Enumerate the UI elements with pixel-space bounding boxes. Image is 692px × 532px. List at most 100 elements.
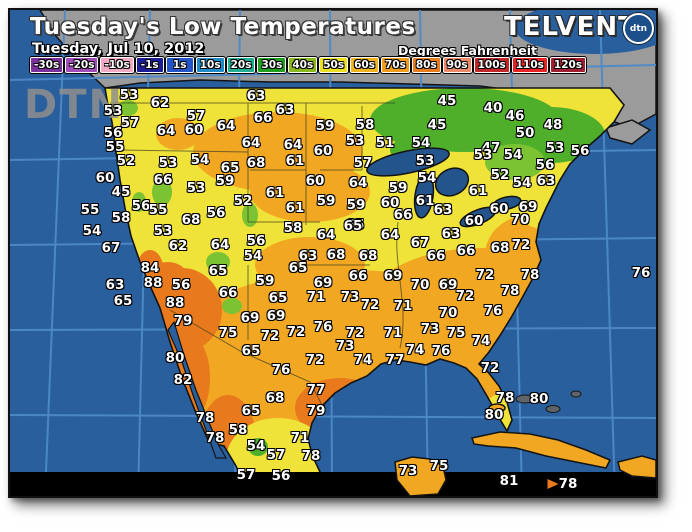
temp-label: 62 — [150, 95, 170, 111]
temp-label: 59 — [315, 118, 335, 134]
temp-label: 61 — [415, 193, 435, 209]
temp-label: 78 — [301, 448, 321, 464]
temp-label: 77 — [385, 352, 405, 368]
temp-label: 52 — [233, 193, 253, 209]
temp-label: 80 — [165, 350, 185, 366]
temp-label: 72 — [455, 288, 475, 304]
temp-label: 54 — [512, 175, 532, 191]
temp-label: 68 — [326, 247, 346, 263]
temp-label: 59 — [346, 197, 366, 213]
temp-label: 76 — [631, 265, 651, 281]
temp-label: 56 — [535, 157, 555, 173]
temp-label: 79 — [306, 403, 326, 419]
temp-label: 54 — [82, 223, 102, 239]
temp-label: 75 — [429, 458, 449, 474]
temp-label: 71 — [290, 430, 310, 446]
temp-label: 59 — [388, 180, 408, 196]
weather-map-svg — [10, 10, 656, 496]
temp-label: 80 — [484, 407, 504, 423]
temp-label: 76 — [271, 362, 291, 378]
temp-label: 74 — [471, 333, 491, 349]
temp-label: 64 — [380, 227, 400, 243]
legend-swatch: 20s — [226, 57, 256, 73]
temp-label: 82 — [173, 372, 193, 388]
temp-label: 57 — [353, 155, 373, 171]
temp-label: 60 — [95, 170, 115, 186]
temp-label: 66 — [348, 268, 368, 284]
cuba-island — [471, 431, 612, 469]
temp-label: 64 — [241, 135, 261, 151]
temp-label: 77 — [306, 382, 326, 398]
temp-label: 56 — [103, 125, 123, 141]
legend-swatch: 110s — [511, 57, 548, 73]
great-lakes — [366, 147, 522, 228]
temp-label: 45 — [427, 117, 447, 133]
temp-label: 65 — [288, 260, 308, 276]
temp-label: 72 — [286, 324, 306, 340]
temp-label: 54 — [243, 248, 263, 264]
temp-label: 72 — [305, 352, 325, 368]
temp-label: 63 — [298, 248, 318, 264]
temp-label: 53 — [158, 155, 178, 171]
hispaniola-island — [617, 455, 656, 479]
temp-label: 67 — [101, 240, 121, 256]
temp-label: 57 — [120, 115, 140, 131]
temp-label: 52 — [116, 153, 136, 169]
temp-label: 65 — [268, 290, 288, 306]
state-borders — [110, 102, 404, 406]
temp-label: 65 — [345, 217, 365, 233]
legend-swatch: -30s — [30, 57, 64, 73]
temp-label: 75 — [446, 325, 466, 341]
dtn-badge: dtn — [623, 13, 654, 44]
temp-label: 78 — [205, 430, 225, 446]
units-label: Degrees Fahrenheit — [398, 43, 538, 58]
temp-label: 88 — [143, 275, 163, 291]
temp-label: 53 — [186, 180, 206, 196]
temp-label: 69 — [266, 308, 286, 324]
temp-label: 46 — [505, 108, 525, 124]
legend-swatch: 1s — [165, 57, 194, 73]
arrow-icon — [547, 479, 559, 489]
nova-scotia-land — [605, 119, 652, 145]
temp-label: 69 — [438, 277, 458, 293]
legend-swatch: 120s — [549, 57, 587, 73]
temp-label: 63 — [433, 202, 453, 218]
temp-label: 72 — [260, 328, 280, 344]
temp-label: 53 — [473, 147, 493, 163]
temp-label: 59 — [255, 273, 275, 289]
temp-label: 76 — [313, 319, 333, 335]
temp-label: 56 — [131, 198, 151, 214]
legend-swatch: 30s — [257, 57, 287, 73]
temp-label: 71 — [383, 325, 403, 341]
yucatan-land — [394, 456, 447, 496]
temp-label: 68 — [358, 248, 378, 264]
temp-label: 54 — [411, 135, 431, 151]
temp-label: 53 — [153, 223, 173, 239]
temp-label: 58 — [111, 210, 131, 226]
temp-label: 66 — [456, 243, 476, 259]
map-title: Tuesday's Low Temperatures — [30, 14, 416, 40]
hudson-bay — [515, 10, 656, 54]
temp-label: 65 — [241, 403, 261, 419]
temp-label: 72 — [475, 267, 495, 283]
temp-label: 47 — [481, 140, 501, 156]
temp-label: 74 — [405, 342, 425, 358]
temp-label: 61 — [285, 200, 305, 216]
temp-label: 64 — [348, 175, 368, 191]
temp-label: 45 — [111, 184, 131, 200]
temp-label: 56 — [570, 143, 590, 159]
temp-label: 65 — [220, 160, 240, 176]
temp-label: 63 — [275, 102, 295, 118]
temp-label: 71 — [393, 298, 413, 314]
temp-label: 69 — [313, 275, 333, 291]
temp-label: 60 — [313, 143, 333, 159]
temp-label: 66 — [218, 285, 238, 301]
temp-label: 54 — [417, 170, 437, 186]
temp-label: 54 — [246, 438, 266, 454]
temp-labels-layer: 53 62 53 57 57 64 60 64 56 55 52 53 54 65 60 66 59 53 45 56… — [10, 10, 656, 496]
bahamas-islands — [488, 390, 582, 413]
temp-label: 64 — [210, 237, 230, 253]
temp-label: 65 — [208, 263, 228, 279]
temp-label: 54 — [503, 147, 523, 163]
legend-swatch: -20s — [65, 57, 99, 73]
